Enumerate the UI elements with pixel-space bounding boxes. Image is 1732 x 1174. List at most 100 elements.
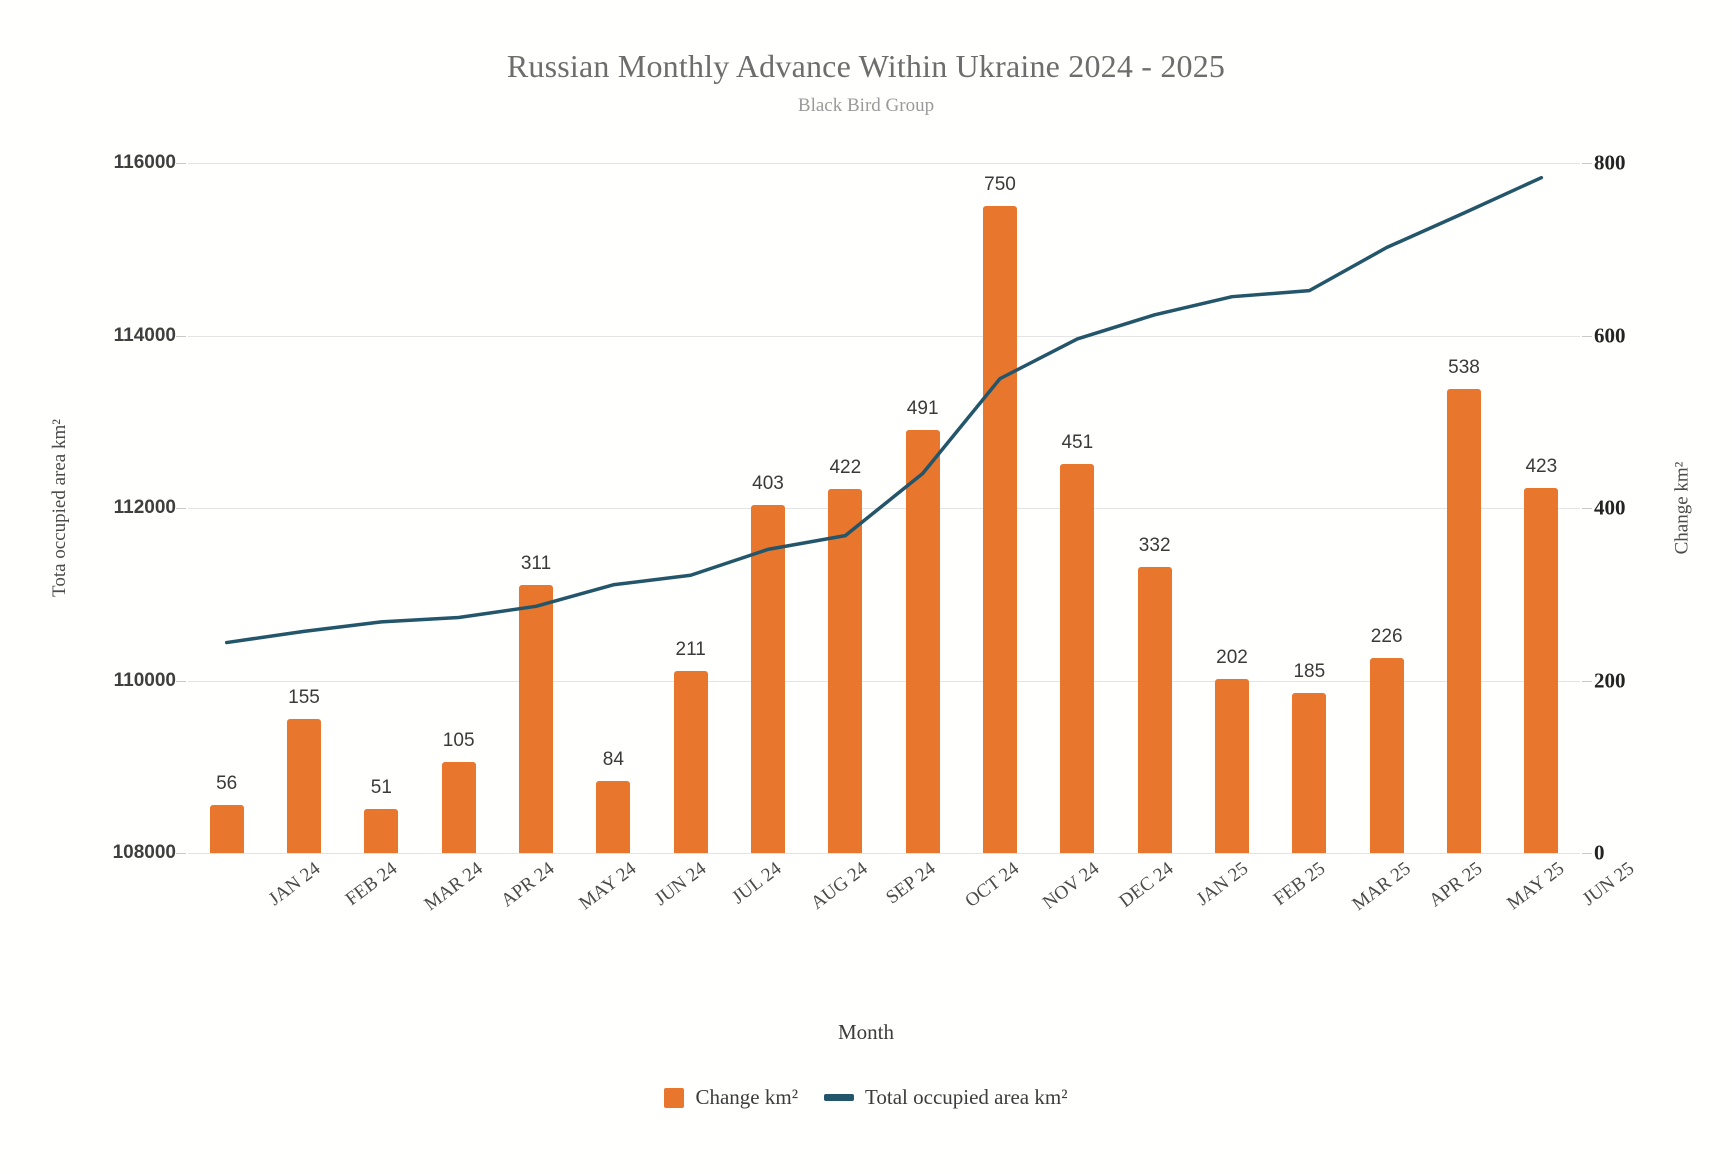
bar-value-label: 211 bbox=[675, 639, 706, 660]
bar-value-label: 422 bbox=[829, 457, 862, 479]
left-axis-tick-mark bbox=[176, 163, 186, 164]
bar-value-label: 451 bbox=[1061, 432, 1094, 453]
gridline bbox=[188, 335, 1580, 337]
right-axis-tick-mark bbox=[1582, 163, 1592, 164]
legend-label: Total occupied area km² bbox=[865, 1085, 1068, 1109]
bar-slot bbox=[1193, 163, 1270, 853]
bar-value-label: 226 bbox=[1370, 626, 1403, 648]
right-axis-tick-label: 800 bbox=[1594, 150, 1626, 175]
x-axis-title: Month bbox=[837, 1020, 894, 1044]
bar[interactable] bbox=[1446, 388, 1481, 853]
bar[interactable] bbox=[905, 429, 940, 853]
bar-value-label: 56 bbox=[216, 772, 238, 794]
x-axis-tick-label: MAR 24 bbox=[420, 858, 488, 916]
bar-value-label: 750 bbox=[984, 174, 1016, 196]
bar[interactable] bbox=[518, 584, 553, 853]
left-axis-tick-label: 116000 bbox=[113, 152, 176, 173]
x-axis-tick-label: JUN 25 bbox=[1579, 858, 1639, 911]
bar-slot bbox=[497, 163, 574, 853]
bar-slot bbox=[1503, 163, 1580, 853]
bar[interactable] bbox=[441, 762, 476, 853]
bar[interactable] bbox=[750, 505, 785, 853]
plot-area: 116000 114000 112000 110000 108000 800 600 400… bbox=[113, 151, 1626, 865]
bar-slot bbox=[575, 163, 652, 853]
bar-series bbox=[188, 163, 1580, 853]
total-occupied-area-line bbox=[224, 175, 1544, 645]
left-axis-tick-mark bbox=[176, 508, 186, 509]
bar[interactable] bbox=[1137, 566, 1172, 853]
gridline bbox=[188, 853, 1580, 854]
legend-item[interactable]: Change km² bbox=[664, 1085, 798, 1110]
x-axis-tick-label: SEP 24 bbox=[882, 858, 940, 909]
left-axis-tick-label: 110000 bbox=[113, 669, 176, 691]
x-axis-tick-label: FEB 24 bbox=[341, 858, 402, 911]
bar[interactable] bbox=[1524, 488, 1559, 853]
right-axis-tick-mark bbox=[1582, 335, 1592, 337]
bar-value-label: 332 bbox=[1138, 534, 1171, 556]
bar-value-label: 155 bbox=[288, 687, 320, 709]
bar-value-labels: 56 155 51 105 311 84 211 403 422 491 750 451 332 202 1… bbox=[188, 163, 1580, 853]
x-axis-tick-label: MAR 25 bbox=[1348, 858, 1416, 916]
bar-value-label: 84 bbox=[602, 748, 624, 770]
left-axis-tick-mark bbox=[176, 853, 186, 854]
bar[interactable] bbox=[1214, 678, 1249, 853]
bar-slot bbox=[1425, 163, 1502, 853]
bar[interactable] bbox=[364, 809, 399, 853]
right-axis-tick-mark bbox=[1582, 508, 1592, 509]
x-axis-tick-label: APR 24 bbox=[496, 858, 559, 912]
bar-value-label: 423 bbox=[1525, 456, 1558, 478]
bar-value-label: 185 bbox=[1293, 661, 1326, 683]
bar-slot bbox=[1348, 163, 1425, 853]
chart-subtitle: Black Bird Group bbox=[797, 95, 935, 116]
legend-item[interactable]: Total occupied area km² bbox=[824, 1085, 1068, 1110]
left-axis-tick-label: 108000 bbox=[112, 842, 176, 863]
bar[interactable] bbox=[1369, 658, 1404, 853]
bar-value-label: 202 bbox=[1216, 646, 1248, 668]
bar-slot bbox=[652, 163, 729, 853]
x-axis-tick-label: JUN 24 bbox=[651, 858, 711, 911]
x-axis-tick-label: OCT 24 bbox=[961, 858, 1023, 912]
right-axis-title-text: Change km² bbox=[1671, 461, 1693, 555]
x-axis-tick-label: JAN 25 bbox=[1192, 858, 1252, 911]
bar-value-label: 311 bbox=[520, 552, 552, 574]
bar[interactable] bbox=[1292, 693, 1327, 853]
bar-slot bbox=[420, 163, 497, 853]
left-axis-tick-label: 114000 bbox=[113, 324, 176, 346]
bar-slot bbox=[729, 163, 806, 853]
right-axis-title: Change km² bbox=[1668, 163, 1696, 853]
x-axis-labels: JAN 24 FEB 24 MAR 24 APR 24 MAY 24 JUN 24 JUL … bbox=[188, 858, 1638, 958]
bar-value-label: 51 bbox=[370, 777, 392, 798]
x-axis-tick-label: FEB 25 bbox=[1269, 858, 1330, 911]
right-axis-tick-label: 200 bbox=[1594, 668, 1626, 692]
bar-slot bbox=[343, 163, 420, 853]
left-axis-title: Tota occupied area km² bbox=[46, 163, 74, 853]
bar[interactable] bbox=[286, 719, 321, 853]
bar-slot bbox=[1039, 163, 1116, 853]
left-axis-tick-label: 112000 bbox=[113, 497, 176, 518]
bar-slot bbox=[884, 163, 961, 853]
x-axis-tick-label: MAY 25 bbox=[1503, 858, 1569, 915]
left-axis-tick-mark bbox=[176, 680, 186, 682]
bar-value-label: 491 bbox=[906, 397, 939, 419]
right-axis-tick-label: 0 bbox=[1594, 840, 1605, 865]
bar[interactable] bbox=[982, 206, 1017, 853]
bar-slot bbox=[961, 163, 1038, 853]
bar[interactable] bbox=[673, 671, 708, 853]
left-axis-tick-mark bbox=[176, 335, 186, 337]
bar[interactable] bbox=[1060, 464, 1095, 853]
gridline bbox=[188, 508, 1580, 509]
bar[interactable] bbox=[828, 489, 863, 853]
x-axis-tick-label: JUL 24 bbox=[727, 858, 786, 909]
right-axis-tick-mark bbox=[1582, 680, 1592, 682]
bar-slot bbox=[1116, 163, 1193, 853]
gridline bbox=[188, 163, 1580, 164]
bar[interactable] bbox=[596, 780, 631, 853]
bar[interactable] bbox=[209, 804, 244, 853]
x-axis-tick-label: JAN 24 bbox=[264, 858, 324, 911]
bar-slot bbox=[807, 163, 884, 853]
x-axis-tick-label: NOV 24 bbox=[1039, 858, 1104, 914]
legend-line-icon bbox=[824, 1094, 855, 1101]
chart-legend: Change km² Total occupied area km² bbox=[0, 1085, 1732, 1110]
bar-slot bbox=[265, 163, 342, 853]
